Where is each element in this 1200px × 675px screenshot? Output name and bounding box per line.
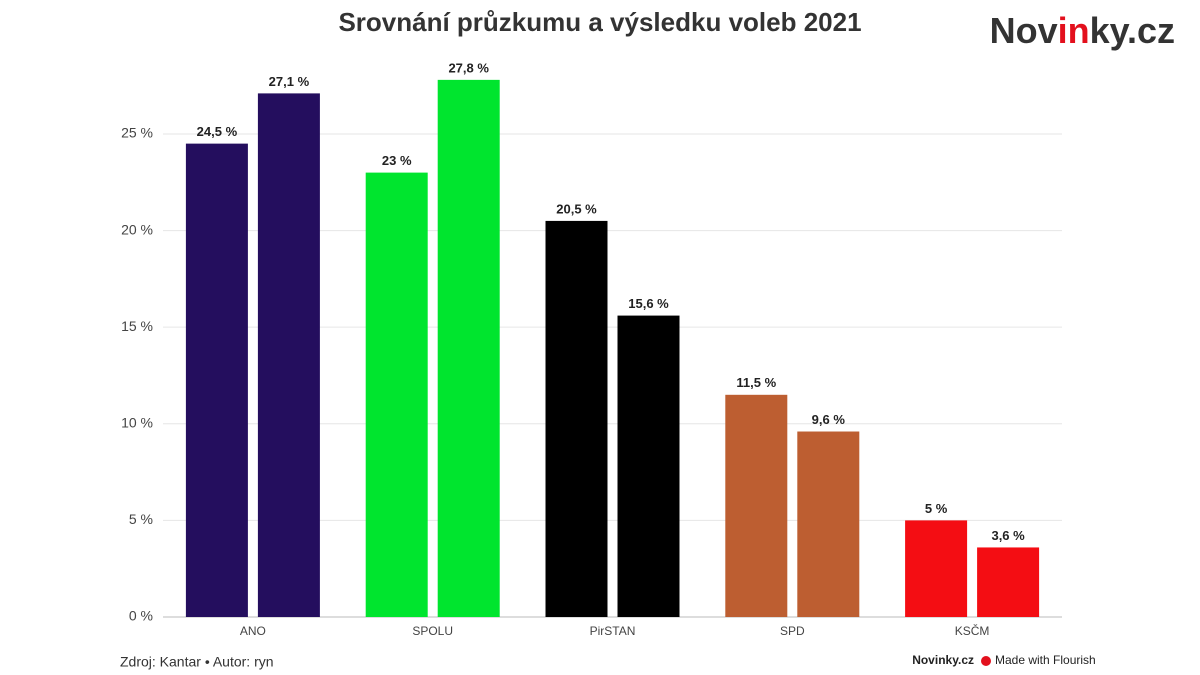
bar (365, 172, 428, 617)
value-label: 23 % (382, 153, 412, 168)
logo-part: ky.cz (1090, 10, 1175, 51)
y-tick-label: 0 % (129, 608, 153, 624)
y-tick-label: 25 % (121, 125, 153, 141)
bar (797, 431, 860, 617)
source: Zdroj: Kantar • Autor: ryn (120, 654, 274, 670)
y-tick-label: 5 % (129, 511, 153, 527)
bar (617, 315, 680, 617)
x-tick-label: PirSTAN (590, 624, 636, 638)
value-label: 20,5 % (556, 201, 597, 216)
bar (257, 93, 320, 617)
bar (905, 520, 968, 617)
chart-title: Srovnání průzkumu a výsledku voleb 2021 (338, 7, 861, 37)
y-tick-label: 20 % (121, 221, 153, 237)
value-label: 27,1 % (269, 74, 310, 89)
logo: Novinky.cz (990, 10, 1175, 51)
logo-part: in (1058, 10, 1090, 51)
y-tick-label: 10 % (121, 414, 153, 430)
footer-credit: Made with Flourish (995, 653, 1096, 667)
flourish-icon (981, 656, 991, 666)
x-tick-label: SPD (780, 624, 805, 638)
value-label: 3,6 % (991, 528, 1025, 543)
x-tick-label: KSČM (955, 623, 990, 638)
value-label: 15,6 % (628, 296, 669, 311)
bar (977, 547, 1040, 617)
value-label: 11,5 % (736, 375, 776, 390)
logo-part: Nov (990, 10, 1058, 51)
y-tick-label: 15 % (121, 318, 153, 334)
bar (437, 79, 500, 618)
bar (185, 143, 248, 617)
bar (545, 220, 608, 618)
value-label: 5 % (925, 501, 948, 516)
value-label: 24,5 % (197, 124, 238, 139)
value-label: 27,8 % (448, 60, 489, 75)
bar (725, 394, 788, 617)
x-tick-label: SPOLU (412, 624, 453, 638)
value-label: 9,6 % (812, 412, 846, 427)
x-tick-label: ANO (240, 624, 266, 638)
footer-logo: Novinky.cz (912, 653, 974, 667)
